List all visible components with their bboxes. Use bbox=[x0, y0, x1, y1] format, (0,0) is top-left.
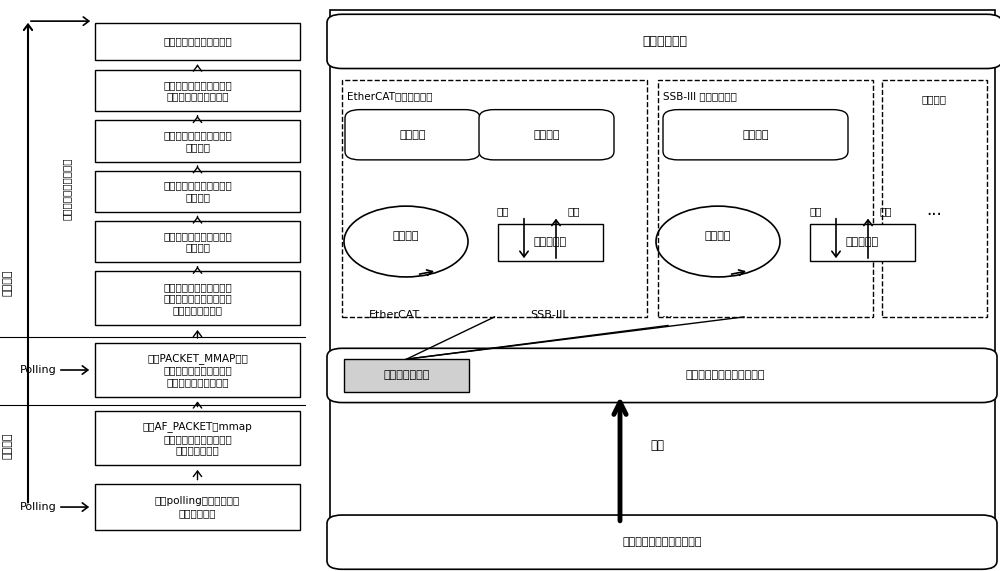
Text: ...: ... bbox=[662, 307, 674, 320]
Text: 等待下一周期轮询数据包: 等待下一周期轮询数据包 bbox=[163, 37, 232, 46]
FancyBboxPatch shape bbox=[327, 515, 997, 569]
Text: ...: ... bbox=[927, 201, 942, 219]
FancyBboxPatch shape bbox=[658, 80, 873, 317]
Text: 非周期命令: 非周期命令 bbox=[534, 238, 567, 247]
FancyBboxPatch shape bbox=[882, 80, 987, 317]
FancyBboxPatch shape bbox=[95, 23, 300, 60]
FancyBboxPatch shape bbox=[95, 120, 300, 162]
FancyBboxPatch shape bbox=[663, 110, 848, 160]
FancyBboxPatch shape bbox=[810, 224, 915, 261]
Text: 实时以太网现场总线数据包: 实时以太网现场总线数据包 bbox=[622, 537, 702, 547]
FancyBboxPatch shape bbox=[95, 484, 300, 530]
Text: 非周期命令: 非周期命令 bbox=[846, 238, 879, 247]
FancyBboxPatch shape bbox=[95, 70, 300, 111]
Text: 邮箱协议: 邮箱协议 bbox=[533, 130, 560, 140]
FancyBboxPatch shape bbox=[95, 221, 300, 262]
FancyBboxPatch shape bbox=[95, 171, 300, 212]
FancyBboxPatch shape bbox=[327, 14, 1000, 69]
Text: SSB-III: SSB-III bbox=[530, 309, 566, 320]
Text: 周期命令: 周期命令 bbox=[705, 231, 731, 241]
FancyBboxPatch shape bbox=[95, 271, 300, 325]
Text: EtherCAT: EtherCAT bbox=[369, 309, 421, 320]
FancyBboxPatch shape bbox=[479, 110, 614, 160]
FancyBboxPatch shape bbox=[95, 411, 300, 465]
Text: 邮箱协议: 邮箱协议 bbox=[742, 130, 769, 140]
Text: 拷贝: 拷贝 bbox=[650, 439, 664, 452]
Text: 周期命令: 周期命令 bbox=[393, 231, 419, 241]
Text: Polling: Polling bbox=[20, 502, 56, 512]
FancyBboxPatch shape bbox=[344, 359, 469, 392]
Text: 消息通信通道: 消息通信通道 bbox=[642, 35, 687, 48]
Text: 实时以太网现场总线数据包: 实时以太网现场总线数据包 bbox=[686, 371, 765, 380]
Text: 响应: 响应 bbox=[880, 206, 892, 216]
Text: 请求: 请求 bbox=[810, 206, 822, 216]
FancyBboxPatch shape bbox=[342, 80, 647, 317]
Text: SSB-III 协议数据解析: SSB-III 协议数据解析 bbox=[663, 91, 737, 102]
Text: 响应: 响应 bbox=[568, 206, 580, 216]
Text: 采用polling机制轮询实时
以太网数据包: 采用polling机制轮询实时 以太网数据包 bbox=[155, 496, 240, 518]
Text: 将解析出指令数据组织成
消息命令: 将解析出指令数据组织成 消息命令 bbox=[163, 130, 232, 152]
Text: 请求: 请求 bbox=[497, 206, 509, 216]
Text: 采用AF_PACKET的mmap
机制将轮询得到的数据包
映射到用户空间: 采用AF_PACKET的mmap 机制将轮询得到的数据包 映射到用户空间 bbox=[143, 421, 252, 455]
Text: 通过消息通信通道与上层
运动控制组件交换数据: 通过消息通信通道与上层 运动控制组件交换数据 bbox=[163, 80, 232, 102]
FancyBboxPatch shape bbox=[498, 224, 603, 261]
Text: 内核空间: 内核空间 bbox=[3, 432, 13, 459]
Text: 过程数据: 过程数据 bbox=[399, 130, 426, 140]
Text: 采用PACKET_MMAP原始
套接字的编程方式轮询的
获取实时以太网数据包: 采用PACKET_MMAP原始 套接字的编程方式轮询的 获取实时以太网数据包 bbox=[147, 353, 248, 387]
Text: 以太网数据包头: 以太网数据包头 bbox=[383, 371, 430, 380]
FancyBboxPatch shape bbox=[345, 110, 480, 160]
Text: 根据数据包类型解析数据
包的数据: 根据数据包类型解析数据 包的数据 bbox=[163, 180, 232, 202]
Text: Polling: Polling bbox=[20, 365, 56, 375]
FancyBboxPatch shape bbox=[95, 343, 300, 397]
Text: 在用户态总线组件中解析
以太网协议包头确定实时
以太网数据包类型: 在用户态总线组件中解析 以太网协议包头确定实时 以太网数据包类型 bbox=[163, 282, 232, 315]
Text: EtherCAT协议数据解析: EtherCAT协议数据解析 bbox=[347, 91, 433, 102]
Text: 用户空间: 用户空间 bbox=[3, 270, 13, 296]
Text: 根据数据包类型解析数据
包的数据: 根据数据包类型解析数据 包的数据 bbox=[163, 231, 232, 252]
Text: 以太网数据包处理线程: 以太网数据包处理线程 bbox=[62, 157, 72, 220]
FancyBboxPatch shape bbox=[330, 10, 995, 562]
FancyBboxPatch shape bbox=[327, 348, 997, 403]
Text: 其他协议: 其他协议 bbox=[922, 94, 947, 104]
